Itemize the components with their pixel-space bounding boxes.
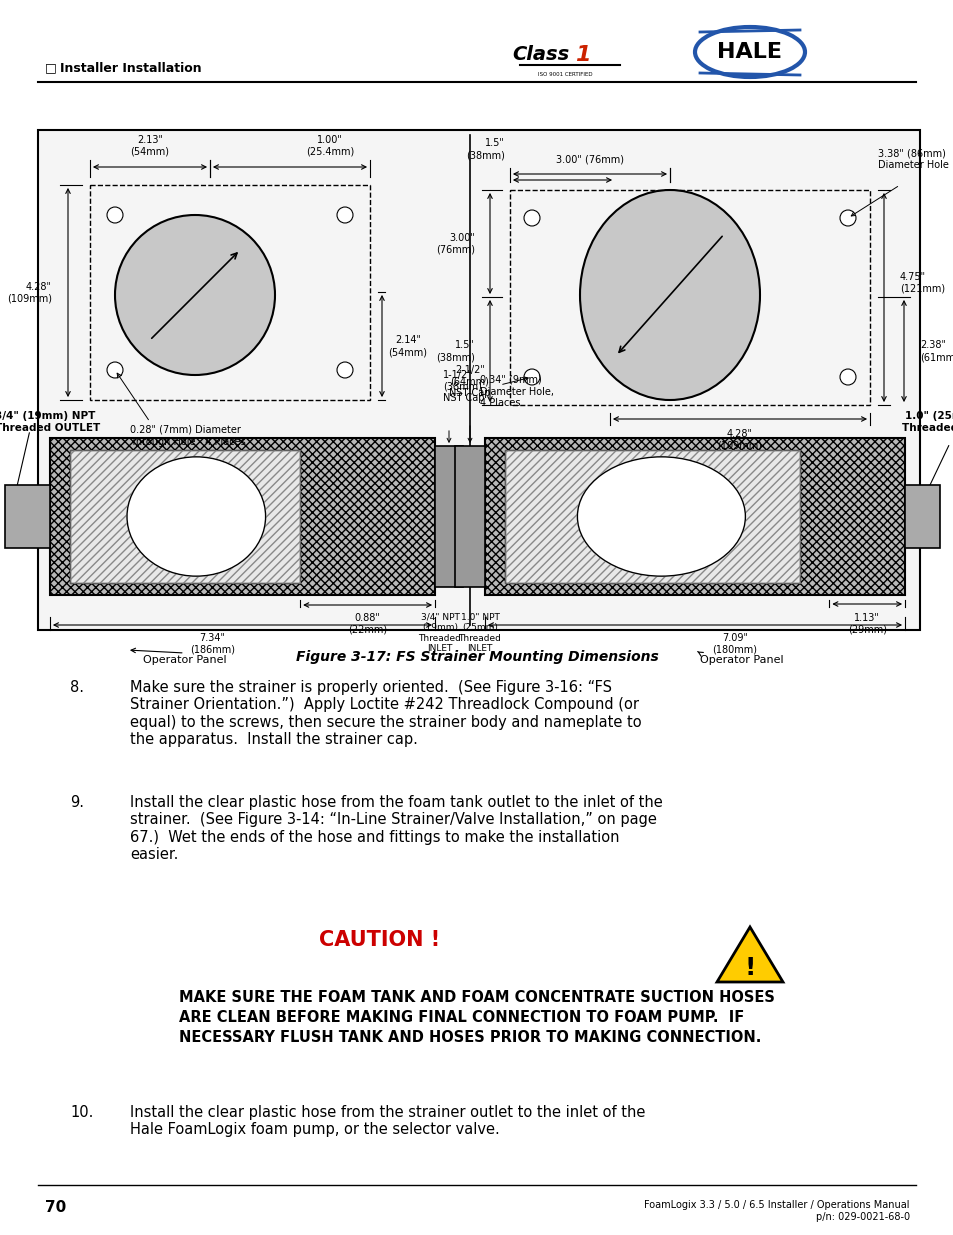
Circle shape xyxy=(840,210,855,226)
Circle shape xyxy=(107,207,123,224)
Bar xyxy=(70,450,300,583)
Bar xyxy=(50,438,435,595)
Text: Operator Panel: Operator Panel xyxy=(143,655,226,664)
Text: CAUTION !: CAUTION ! xyxy=(319,930,440,950)
Bar xyxy=(904,485,939,548)
Text: 4.28"
(109mm): 4.28" (109mm) xyxy=(717,429,761,451)
Circle shape xyxy=(840,369,855,385)
Text: !: ! xyxy=(743,956,755,981)
Text: 2.14"
(54mm): 2.14" (54mm) xyxy=(388,336,427,357)
Bar xyxy=(38,130,919,630)
Circle shape xyxy=(336,362,353,378)
Text: 2.13"
(54mm): 2.13" (54mm) xyxy=(131,136,170,157)
Text: 2.38"
(61mm): 2.38" (61mm) xyxy=(919,341,953,362)
Bar xyxy=(455,446,484,587)
Text: Figure 3-17: FS Strainer Mounting Dimensions: Figure 3-17: FS Strainer Mounting Dimens… xyxy=(295,650,658,664)
Text: FoamLogix 3.3 / 5.0 / 6.5 Installer / Operations Manual
p/n: 029-0021-68-0: FoamLogix 3.3 / 5.0 / 6.5 Installer / Op… xyxy=(644,1200,909,1221)
Text: 4.28"
(109mm): 4.28" (109mm) xyxy=(7,282,52,304)
Text: 0.28" (7mm) Diameter
Through Hole - 4 Places: 0.28" (7mm) Diameter Through Hole - 4 Pl… xyxy=(130,425,246,447)
Text: Install the clear plastic hose from the strainer outlet to the inlet of the
Hale: Install the clear plastic hose from the … xyxy=(130,1105,644,1137)
Ellipse shape xyxy=(577,457,744,577)
Bar xyxy=(504,450,800,583)
Bar xyxy=(484,438,904,595)
Text: 1.0" (25mm) NPT
Threaded OUTLET: 1.0" (25mm) NPT Threaded OUTLET xyxy=(902,411,953,433)
Text: 9.: 9. xyxy=(70,795,84,810)
Bar xyxy=(90,185,370,400)
Text: 7.34"
(186mm): 7.34" (186mm) xyxy=(190,634,234,655)
Text: 1.5"
(38mm): 1.5" (38mm) xyxy=(436,341,475,362)
Bar xyxy=(5,485,50,548)
Text: 2-1/2"
(64mm)
NST Cap: 2-1/2" (64mm) NST Cap xyxy=(449,364,490,398)
Text: 3.38" (86mm)
Diameter Hole: 3.38" (86mm) Diameter Hole xyxy=(877,148,948,170)
Bar xyxy=(70,450,300,583)
Ellipse shape xyxy=(127,457,265,577)
Text: 4.75"
(121mm): 4.75" (121mm) xyxy=(899,272,944,293)
Text: 3/4" (19mm) NPT
Threaded OUTLET: 3/4" (19mm) NPT Threaded OUTLET xyxy=(0,411,100,433)
Text: 3/4" NPT
(19mm)
Threaded
INLET: 3/4" NPT (19mm) Threaded INLET xyxy=(418,613,461,653)
Bar xyxy=(510,190,869,405)
Text: MAKE SURE THE FOAM TANK AND FOAM CONCENTRATE SUCTION HOSES
ARE CLEAN BEFORE MAKI: MAKE SURE THE FOAM TANK AND FOAM CONCENT… xyxy=(179,990,774,1045)
Text: 3.00" (76mm): 3.00" (76mm) xyxy=(556,154,623,164)
Text: 1.5"
(38mm): 1.5" (38mm) xyxy=(466,138,504,161)
Text: 1-1/2"
(38mm)
NST Cap: 1-1/2" (38mm) NST Cap xyxy=(442,369,484,403)
Text: HALE: HALE xyxy=(717,42,781,62)
Text: 70: 70 xyxy=(45,1200,66,1215)
Circle shape xyxy=(336,207,353,224)
Polygon shape xyxy=(717,927,782,982)
Circle shape xyxy=(107,362,123,378)
Bar xyxy=(50,438,435,595)
Ellipse shape xyxy=(579,190,760,400)
Text: 1.13"
(29mm): 1.13" (29mm) xyxy=(847,613,885,635)
Text: Install the clear plastic hose from the foam tank outlet to the inlet of the
str: Install the clear plastic hose from the … xyxy=(130,795,662,862)
Text: 1.0" NPT
(25mm)
Threaded
INLET: 1.0" NPT (25mm) Threaded INLET xyxy=(458,613,501,653)
Bar xyxy=(504,450,800,583)
Text: 8.: 8. xyxy=(70,680,84,695)
Circle shape xyxy=(115,215,274,375)
Circle shape xyxy=(523,210,539,226)
Text: 0.88"
(22mm): 0.88" (22mm) xyxy=(348,613,387,635)
Text: 0.34" (9mm)
Diameter Hole,
4 Places: 0.34" (9mm) Diameter Hole, 4 Places xyxy=(479,375,554,409)
Text: 10.: 10. xyxy=(70,1105,93,1120)
Text: Make sure the strainer is properly oriented.  (See Figure 3-16: “FS
Strainer Ori: Make sure the strainer is properly orien… xyxy=(130,680,641,747)
Bar xyxy=(435,446,462,587)
Text: Installer Installation: Installer Installation xyxy=(60,62,201,74)
Text: ISO 9001 CERTIFIED: ISO 9001 CERTIFIED xyxy=(537,72,592,77)
Bar xyxy=(484,438,904,595)
Text: 1.00"
(25.4mm): 1.00" (25.4mm) xyxy=(306,136,354,157)
Text: Class: Class xyxy=(512,46,569,64)
Text: 3.00"
(76mm): 3.00" (76mm) xyxy=(436,233,475,254)
Text: Operator Panel: Operator Panel xyxy=(700,655,782,664)
Text: 7.09"
(180mm): 7.09" (180mm) xyxy=(712,634,757,655)
Circle shape xyxy=(523,369,539,385)
Text: □: □ xyxy=(45,62,56,74)
Text: 1: 1 xyxy=(575,44,590,65)
